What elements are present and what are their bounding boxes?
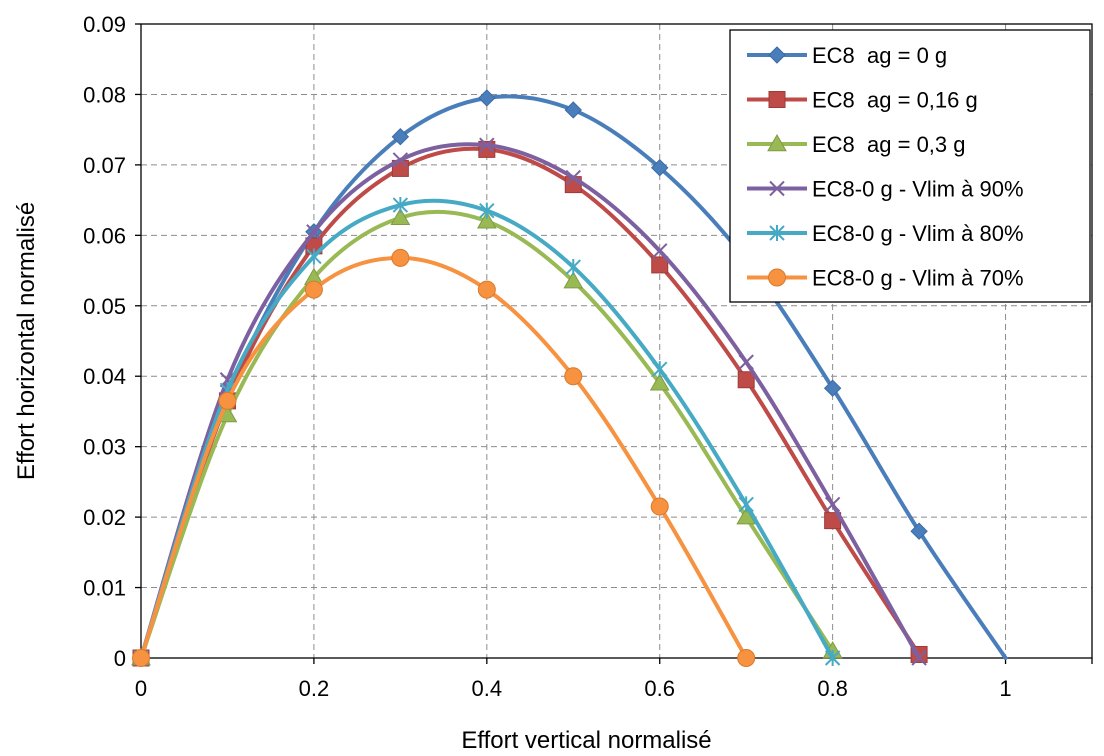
data-point <box>564 367 583 386</box>
data-point <box>476 211 497 229</box>
legend-marker <box>767 133 787 152</box>
x-axis-title: Effort vertical normalisé <box>461 727 711 754</box>
data-point <box>650 497 669 516</box>
data-point <box>910 522 928 540</box>
data-point <box>565 169 581 186</box>
data-point <box>651 256 669 274</box>
data-point <box>652 243 668 259</box>
data-point <box>478 89 496 107</box>
y-tick-label: 0.05 <box>83 294 126 319</box>
data-point <box>911 650 927 666</box>
y-tick-label: 0.01 <box>83 576 126 601</box>
data-point <box>565 259 581 276</box>
legend-label: EC8-0 g - Vlim à 70% <box>812 266 1024 291</box>
data-point <box>391 248 410 267</box>
x-tick-label: 0.6 <box>644 676 675 701</box>
data-point <box>823 379 842 397</box>
series-line <box>139 142 922 660</box>
x-tick-label: 0.8 <box>817 676 848 701</box>
data-point <box>563 271 584 289</box>
data-point <box>304 280 323 299</box>
legend-marker <box>769 180 785 197</box>
data-point <box>392 197 409 214</box>
legend-item: EC8 ag = 0,3 g <box>747 132 966 157</box>
legend: EC8 ag = 0 g EC8 ag = 0,16 g EC8 ag = 0,3 … <box>729 29 1091 303</box>
data-point <box>392 152 409 168</box>
data-point <box>132 649 150 667</box>
legend-marker <box>768 46 786 64</box>
data-point <box>737 649 756 667</box>
data-point <box>649 373 670 391</box>
y-tick-label: 0.06 <box>83 223 126 248</box>
data-point <box>736 507 757 525</box>
legend-marker <box>769 225 785 241</box>
data-point <box>564 101 582 119</box>
x-tick-label: 1 <box>999 676 1011 701</box>
axis-ticks: 0 0.2 0.4 0.6 0.8 1 0 0.01 0.02 0.03 0.04 0.05 0.06 0… <box>83 12 1093 701</box>
data-point <box>652 361 668 378</box>
legend-label: EC8 ag = 0,3 g <box>812 132 966 157</box>
y-tick-label: 0.04 <box>83 364 126 389</box>
data-point <box>738 496 754 513</box>
data-point <box>390 207 411 225</box>
x-tick-label: 0 <box>135 676 147 701</box>
data-point <box>738 354 754 370</box>
legend-item: EC8 ag = 0 g <box>747 43 947 68</box>
y-tick-label: 0.07 <box>83 153 126 178</box>
plot-area-frame <box>140 23 1093 659</box>
data-point <box>218 391 237 410</box>
data-point <box>824 650 841 666</box>
y-axis-title: Effort horizontal normalisé <box>13 202 40 480</box>
legend-item: EC8-0 g - Vlim à 90% <box>747 177 1024 202</box>
legend-label: EC8-0 g - Vlim à 80% <box>812 221 1024 246</box>
y-tick-label: 0.09 <box>83 12 126 37</box>
y-tick-label: 0 <box>114 646 126 671</box>
series-4 <box>133 197 841 666</box>
y-tick-label: 0.02 <box>83 505 126 530</box>
legend-marker <box>768 268 786 287</box>
y-tick-label: 0.03 <box>83 435 126 460</box>
y-tick-label: 0.08 <box>83 82 126 107</box>
legend-label: EC8-0 g - Vlim à 90% <box>812 177 1024 202</box>
legend-item: EC8 ag = 0,16 g <box>747 88 978 113</box>
data-point <box>306 224 322 240</box>
x-tick-label: 0.4 <box>472 676 503 701</box>
series-5 <box>132 248 756 667</box>
data-point <box>824 496 841 513</box>
legend-box <box>729 29 1091 303</box>
legend-label: EC8 ag = 0 g <box>812 43 947 68</box>
series-layer <box>131 89 1008 667</box>
legend-item: EC8-0 g - Vlim à 80% <box>747 221 1024 246</box>
data-point <box>391 128 410 146</box>
legend-label: EC8 ag = 0,16 g <box>812 88 978 113</box>
legend-item: EC8-0 g - Vlim à 70% <box>747 266 1024 291</box>
x-tick-label: 0.2 <box>299 676 330 701</box>
data-point <box>477 280 496 299</box>
data-point <box>737 371 755 389</box>
data-point <box>479 137 495 153</box>
legend-marker <box>768 91 786 108</box>
data-point <box>306 248 322 265</box>
data-point <box>479 202 495 219</box>
data-point <box>651 158 669 177</box>
